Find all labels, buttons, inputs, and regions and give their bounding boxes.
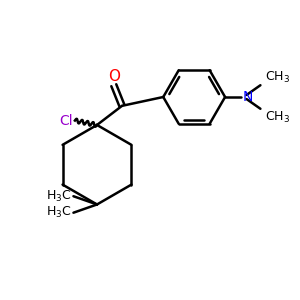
Text: Cl: Cl: [59, 114, 73, 128]
Text: O: O: [108, 70, 120, 85]
Text: N: N: [243, 90, 253, 104]
Text: H$_3$C: H$_3$C: [46, 205, 72, 220]
Text: CH$_3$: CH$_3$: [265, 110, 290, 124]
Text: CH$_3$: CH$_3$: [265, 69, 290, 85]
Text: H$_3$C: H$_3$C: [46, 189, 72, 204]
